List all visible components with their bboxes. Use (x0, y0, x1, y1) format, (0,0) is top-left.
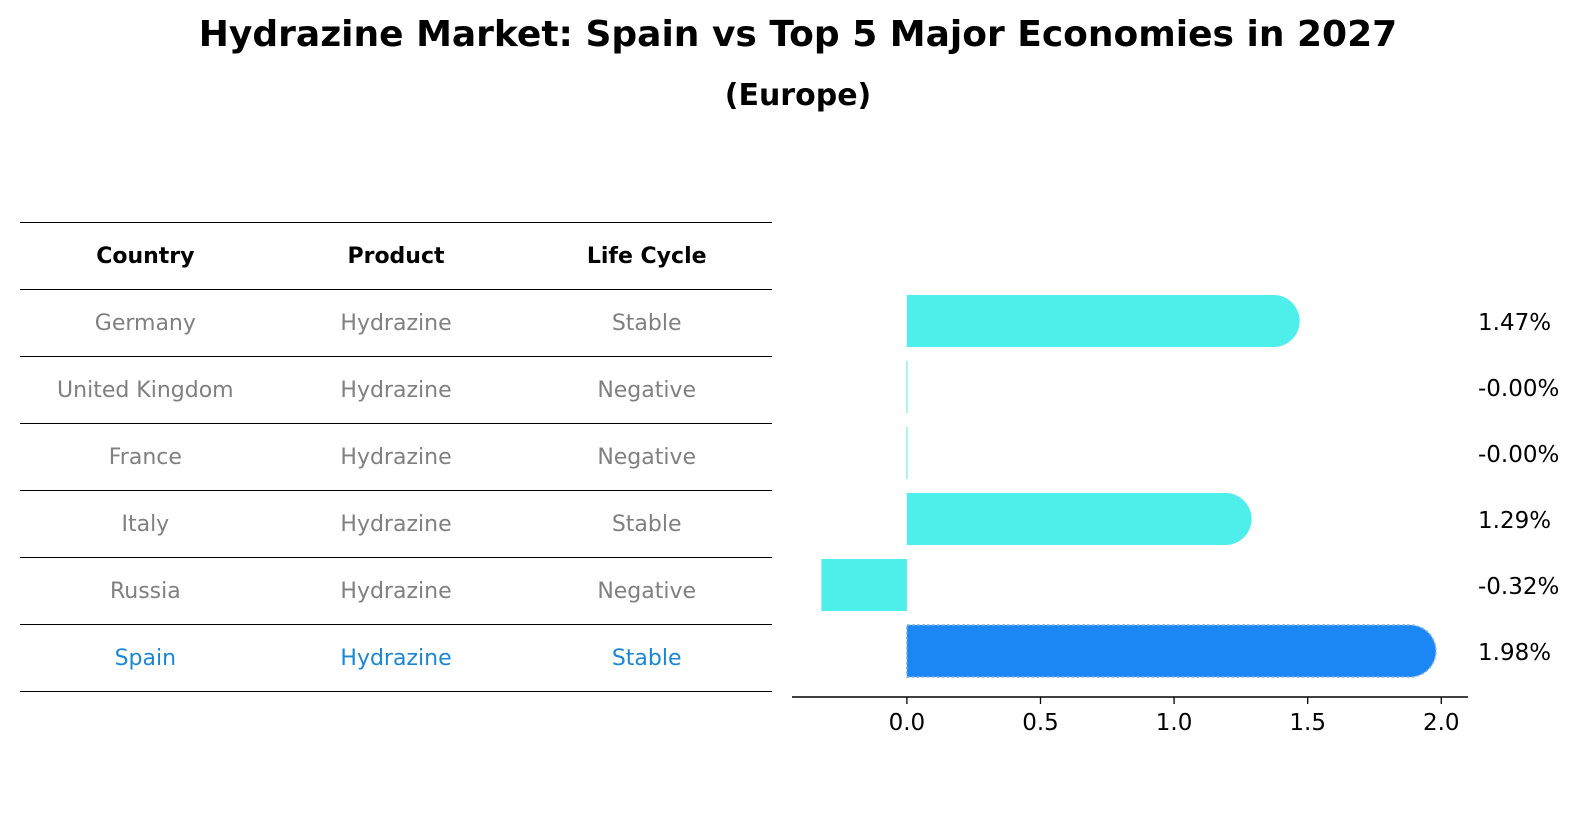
value-label: -0.00% (1478, 376, 1559, 402)
table-row-cell: Hydrazine (340, 511, 452, 537)
table-row: Russia Hydrazine Negative (20, 557, 772, 624)
value-label: -0.32% (1478, 574, 1559, 600)
table-row-cell: Negative (597, 578, 697, 604)
table-header-cell: Product (347, 243, 445, 269)
table-row-cell: Negative (597, 377, 697, 403)
value-label: 1.47% (1478, 310, 1551, 336)
table-row-cell: Russia (109, 578, 181, 604)
table-row: Germany Hydrazine Stable (20, 289, 772, 356)
x-tick-label: 0.5 (1022, 710, 1059, 736)
bar-germany (906, 295, 1300, 347)
x-tick-label: 0.0 (889, 710, 926, 736)
chart-title: Hydrazine Market: Spain vs Top 5 Major E… (198, 14, 1398, 55)
table-row: France Hydrazine Negative (20, 423, 772, 490)
bar-highlight-outline (906, 624, 1437, 678)
value-label: -0.00% (1478, 442, 1559, 468)
value-label: 1.98% (1478, 640, 1551, 666)
table-row: Spain Hydrazine Stable (20, 624, 772, 692)
table-header-cell: Life Cycle (586, 243, 707, 269)
comparison-table: Country Product Life Cycle Germany Hydrazine… (20, 222, 772, 692)
table-row-cell: Negative (597, 444, 697, 470)
x-tick-label: 2.0 (1423, 710, 1460, 736)
bar-united-kingdom (906, 361, 908, 413)
x-tick-label: 1.0 (1156, 710, 1193, 736)
value-label: 1.29% (1478, 508, 1551, 534)
x-tick-label: 1.5 (1289, 710, 1326, 736)
bar-italy (906, 493, 1252, 545)
table-row-cell: Spain (114, 645, 177, 671)
table-row-cell: Stable (611, 511, 682, 537)
table-row-cell: Hydrazine (340, 578, 452, 604)
bar-france (906, 427, 908, 479)
table-row-cell: Hydrazine (340, 444, 452, 470)
table-row: United Kingdom Hydrazine Negative (20, 356, 772, 423)
table-row-cell: Hydrazine (340, 377, 452, 403)
table-row-cell: United Kingdom (57, 377, 234, 403)
table-row-cell: Hydrazine (340, 310, 452, 336)
table-row-cell: France (108, 444, 182, 470)
bar-russia (821, 559, 907, 611)
table-row-cell: Hydrazine (340, 645, 452, 671)
table-row: Italy Hydrazine Stable (20, 490, 772, 557)
chart-subtitle: (Europe) (724, 78, 872, 113)
bar-spain (906, 625, 1436, 677)
table-row-cell: Stable (611, 310, 682, 336)
table-row-cell: Germany (94, 310, 196, 336)
table-header-cell: Country (96, 243, 195, 269)
table-row-cell: Stable (611, 645, 682, 671)
table-header: Country Product Life Cycle (20, 222, 772, 289)
table-row-cell: Italy (121, 511, 170, 537)
